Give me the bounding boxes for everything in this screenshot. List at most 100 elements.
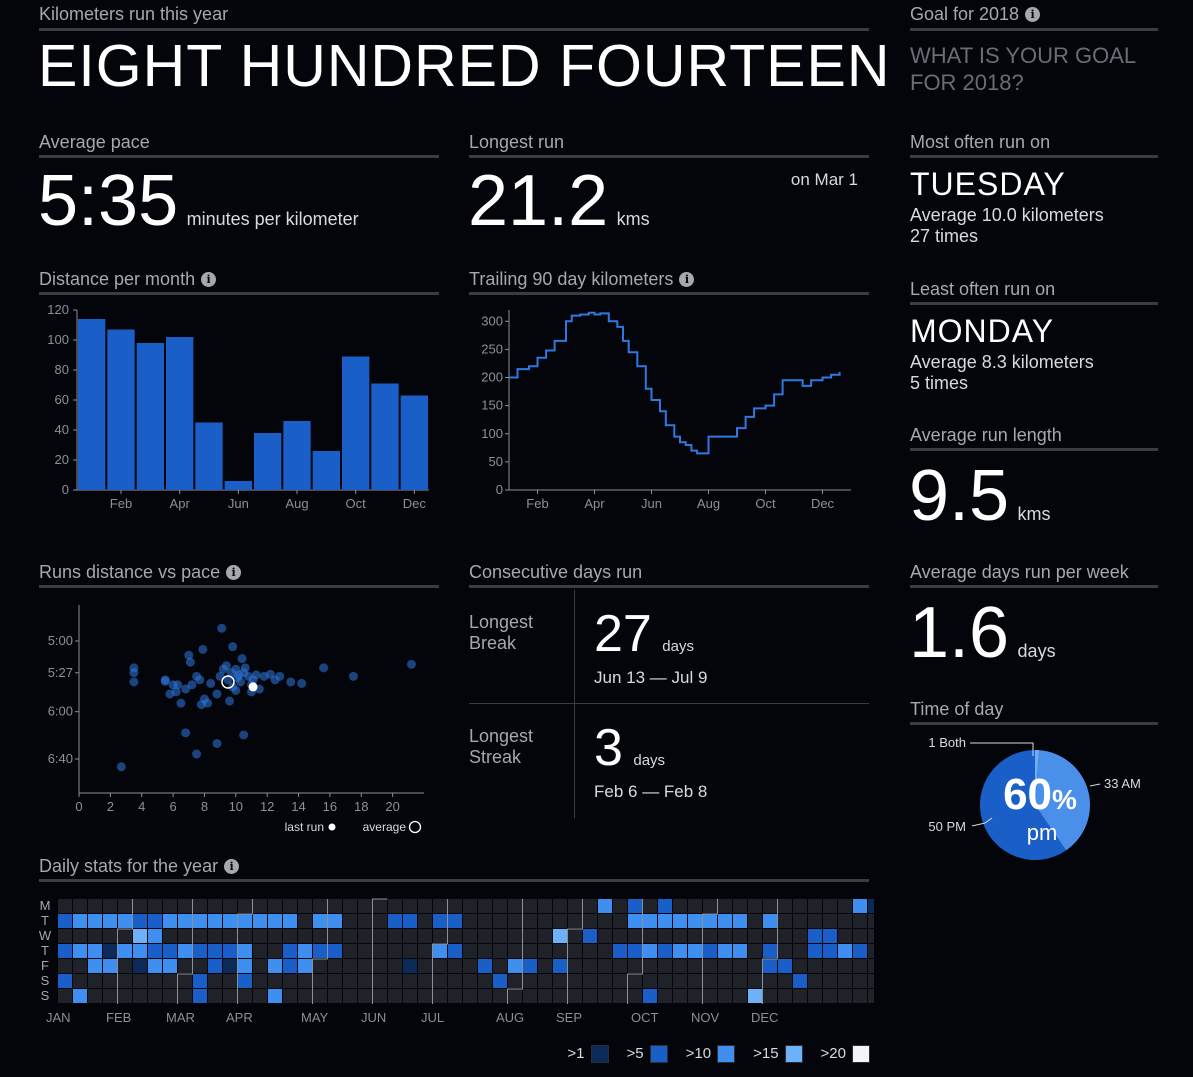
- heatmap-cell: [823, 914, 837, 928]
- heatmap-cell: [313, 914, 327, 928]
- heatmap-cell: [868, 974, 874, 988]
- heatmap-cell: [328, 929, 342, 943]
- heatmap-cell: [103, 899, 117, 913]
- heatmap-cell: [208, 944, 222, 958]
- info-icon[interactable]: i: [201, 272, 217, 287]
- heatmap-cell: [343, 989, 357, 1003]
- goal-title: Goal for 2018 i: [910, 4, 1158, 31]
- heatmap-cell: [118, 914, 132, 928]
- least-often-day: MONDAY: [910, 313, 1055, 349]
- scatter-point: [116, 762, 126, 772]
- info-icon[interactable]: i: [224, 859, 240, 874]
- pie-period: pm: [1027, 820, 1058, 845]
- heatmap-cell: [208, 989, 222, 1003]
- scatter-point: [212, 738, 222, 748]
- scatter-chart-title: Runs distance vs pace i: [39, 562, 439, 588]
- heatmap-cell: [598, 914, 612, 928]
- heatmap-cell: [868, 929, 874, 943]
- avg-days-week-block: 1.6 days: [909, 597, 1056, 669]
- legend-swatch: [649, 1045, 668, 1063]
- heatmap-cell: [838, 899, 852, 913]
- heatmap-cell: [538, 899, 552, 913]
- heatmap-cell: [733, 974, 747, 988]
- longest-break-label: Longest Break: [469, 612, 534, 653]
- heatmap-cell: [58, 929, 72, 943]
- heatmap-cell: [433, 989, 447, 1003]
- goal-input-prompt[interactable]: WHAT IS YOUR GOAL FOR 2018?: [910, 43, 1136, 95]
- heatmap-cell: [343, 974, 357, 988]
- pie-leader-both: [970, 742, 1034, 756]
- info-icon[interactable]: i: [679, 272, 695, 287]
- heatmap-cell: [508, 974, 522, 988]
- heatmap-cell: [553, 899, 567, 913]
- heatmap-cell: [688, 929, 702, 943]
- heatmap-cell: [193, 914, 207, 928]
- heatmap-cell: [613, 959, 627, 973]
- heatmap-cell: [643, 899, 657, 913]
- heatmap-cell: [403, 959, 417, 973]
- heatmap-cell: [163, 914, 177, 928]
- heatmap-cell: [358, 929, 372, 943]
- heatmap-cell: [688, 944, 702, 958]
- heatmap-cell: [688, 989, 702, 1003]
- scatter-point: [184, 650, 194, 660]
- heatmap-cell: [853, 899, 867, 913]
- heatmap-cell: [778, 929, 792, 943]
- heatmap-cell: [508, 914, 522, 928]
- y-tick-label: 250: [481, 341, 503, 356]
- heatmap-cell: [658, 929, 672, 943]
- y-tick-label: 200: [481, 370, 503, 385]
- scatter-point: [212, 689, 222, 699]
- heatmap-cell: [448, 959, 462, 973]
- longest-run-block: 21.2 kms: [468, 165, 650, 237]
- heatmap-cell: [313, 944, 327, 958]
- heatmap-cell: [838, 914, 852, 928]
- heatmap-cell: [523, 944, 537, 958]
- heatmap-cell: [448, 914, 462, 928]
- info-icon[interactable]: i: [226, 565, 242, 580]
- heatmap-cell: [313, 959, 327, 973]
- scatter-point: [185, 657, 195, 667]
- heatmap-cell: [853, 929, 867, 943]
- heatmap-cell: [373, 959, 387, 973]
- month-boundary: [627, 899, 643, 1004]
- x-tick-label: 0: [75, 799, 82, 814]
- pace-block: 5:35 minutes per kilometer: [38, 165, 359, 237]
- heatmap-cell: [403, 899, 417, 913]
- bar: [195, 422, 223, 490]
- bar: [166, 337, 194, 490]
- scatter-point: [239, 730, 249, 740]
- heatmap-cell: [628, 974, 642, 988]
- heatmap-cell: [118, 944, 132, 958]
- heatmap-cell: [703, 929, 717, 943]
- pie-label-am: 33 AM: [1104, 776, 1141, 791]
- longest-streak-block: 3 days: [594, 720, 665, 776]
- heatmap-cell: [748, 989, 762, 1003]
- legend-label: >5: [626, 1045, 644, 1062]
- heatmap-month-label: JUN: [361, 1010, 386, 1025]
- legend-swatch: [852, 1045, 870, 1063]
- heatmap-cell: [193, 899, 207, 913]
- heatmap-cell: [568, 944, 582, 958]
- heatmap-cell: [463, 974, 477, 988]
- heatmap-cell: [823, 899, 837, 913]
- heatmap-cell: [523, 899, 537, 913]
- consecutive-title: Consecutive days run: [469, 562, 869, 588]
- heatmap-cell: [418, 929, 432, 943]
- heatmap-cell: [133, 929, 147, 943]
- heatmap-cell: [568, 989, 582, 1003]
- heatmap-cell: [808, 929, 822, 943]
- legend-swatch: [717, 1045, 736, 1063]
- heatmap-cell: [103, 944, 117, 958]
- km-total-words: EIGHT HUNDRED FOURTEEN: [38, 33, 891, 99]
- heatmap-cell: [673, 944, 687, 958]
- heatmap-cell: [763, 929, 777, 943]
- info-icon[interactable]: i: [1025, 7, 1041, 22]
- heatmap-month-label: SEP: [556, 1010, 582, 1025]
- heatmap-cell: [778, 974, 792, 988]
- consecutive-divider-horizontal: [469, 703, 869, 704]
- heatmap-cell: [568, 914, 582, 928]
- heatmap-cell: [388, 944, 402, 958]
- heatmap-cell: [58, 899, 72, 913]
- x-tick-label: 6: [169, 799, 176, 814]
